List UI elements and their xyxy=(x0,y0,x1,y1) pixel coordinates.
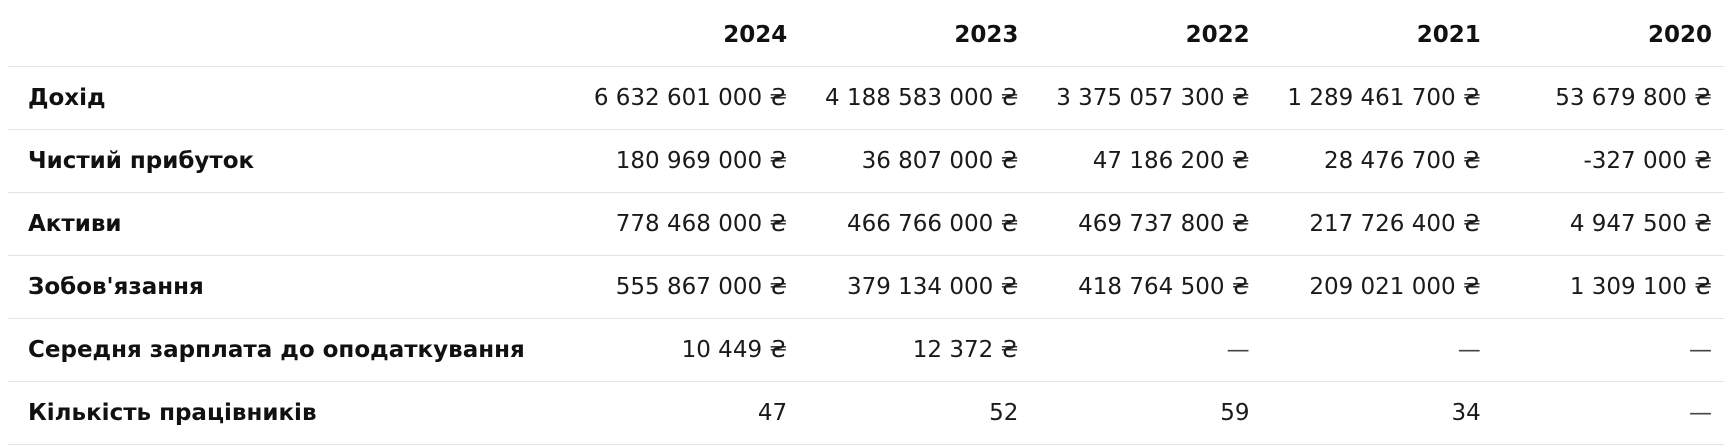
table-cell: 53 679 800 ₴ xyxy=(1492,66,1724,130)
table-row-revenue: Дохід 6 632 601 000 ₴ 4 188 583 000 ₴ 3 … xyxy=(8,66,1724,130)
year-header-2020: 2020 xyxy=(1492,4,1724,67)
table-cell: 180 969 000 ₴ xyxy=(568,129,800,193)
table-cell: 418 764 500 ₴ xyxy=(1030,255,1262,319)
table-cell: 379 134 000 ₴ xyxy=(799,255,1031,319)
table-row-net-profit: Чистий прибуток 180 969 000 ₴ 36 807 000… xyxy=(8,129,1724,193)
table-cell: 12 372 ₴ xyxy=(799,318,1031,382)
table-cell: 778 468 000 ₴ xyxy=(568,192,800,256)
header-row: 2024 2023 2022 2021 2020 xyxy=(8,4,1724,67)
table-cell: 47 xyxy=(568,381,800,445)
table-cell: 36 807 000 ₴ xyxy=(799,129,1031,193)
table-cell: 34 xyxy=(1261,381,1493,445)
year-header-2022: 2022 xyxy=(1030,4,1262,67)
table-row-assets: Активи 778 468 000 ₴ 466 766 000 ₴ 469 7… xyxy=(8,192,1724,256)
table-cell: 466 766 000 ₴ xyxy=(799,192,1031,256)
table-cell: 6 632 601 000 ₴ xyxy=(568,66,800,130)
financial-indicators-table: 2024 2023 2022 2021 2020 Дохід 6 632 601… xyxy=(8,4,1724,445)
table-cell: 10 449 ₴ xyxy=(568,318,800,382)
row-label-average-salary: Середня зарплата до оподаткування xyxy=(8,318,569,382)
row-label-liabilities: Зобов'язання xyxy=(8,255,569,319)
year-header-2021: 2021 xyxy=(1261,4,1493,67)
table-cell: 555 867 000 ₴ xyxy=(568,255,800,319)
table-row-average-salary: Середня зарплата до оподаткування 10 449… xyxy=(8,318,1724,382)
row-label-revenue: Дохід xyxy=(8,66,569,130)
table-cell: 217 726 400 ₴ xyxy=(1261,192,1493,256)
table-cell: 469 737 800 ₴ xyxy=(1030,192,1262,256)
header-blank-cell xyxy=(8,4,569,67)
row-label-net-profit: Чистий прибуток xyxy=(8,129,569,193)
table-cell: 4 947 500 ₴ xyxy=(1492,192,1724,256)
row-label-assets: Активи xyxy=(8,192,569,256)
year-header-2023: 2023 xyxy=(799,4,1031,67)
table-row-liabilities: Зобов'язання 555 867 000 ₴ 379 134 000 ₴… xyxy=(8,255,1724,319)
table-cell: 28 476 700 ₴ xyxy=(1261,129,1493,193)
table-row-employees: Кількість працівників 47 52 59 34 — xyxy=(8,381,1724,445)
table-cell: 59 xyxy=(1030,381,1262,445)
table-cell: — xyxy=(1030,318,1262,382)
table-cell: — xyxy=(1492,318,1724,382)
table-cell: — xyxy=(1261,318,1493,382)
table-cell: 52 xyxy=(799,381,1031,445)
row-label-employees: Кількість працівників xyxy=(8,381,569,445)
table-cell: 1 309 100 ₴ xyxy=(1492,255,1724,319)
table-cell: 47 186 200 ₴ xyxy=(1030,129,1262,193)
table-cell: 209 021 000 ₴ xyxy=(1261,255,1493,319)
table-cell: 3 375 057 300 ₴ xyxy=(1030,66,1262,130)
year-header-2024: 2024 xyxy=(568,4,800,67)
table-cell: 4 188 583 000 ₴ xyxy=(799,66,1031,130)
table-cell: -327 000 ₴ xyxy=(1492,129,1724,193)
table-cell: 1 289 461 700 ₴ xyxy=(1261,66,1493,130)
table-cell: — xyxy=(1492,381,1724,445)
